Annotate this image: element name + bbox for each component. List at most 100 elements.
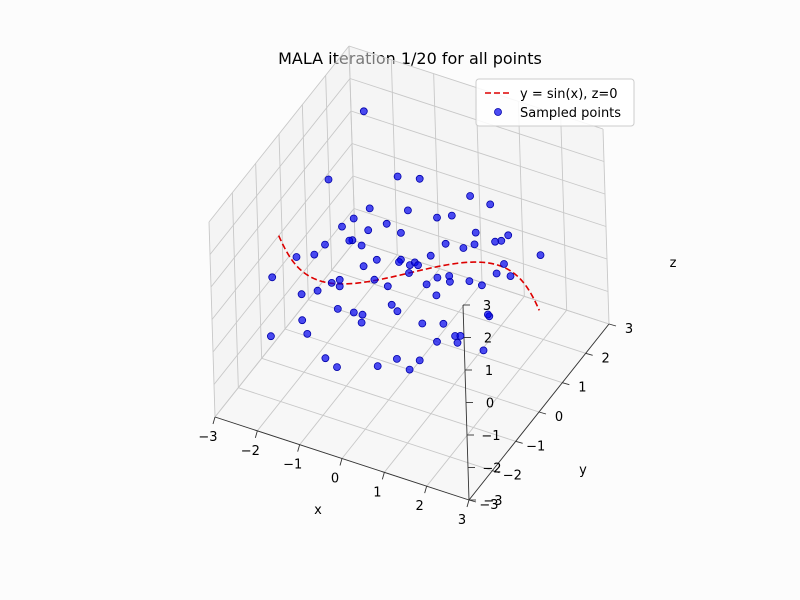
y-axis-label: y [579, 463, 587, 478]
sampled-point [358, 310, 367, 319]
sampled-point [500, 260, 508, 268]
sampled-point [333, 304, 342, 313]
sampled-point [405, 365, 414, 374]
z-tick-label: 1 [485, 364, 493, 379]
legend-scatter-swatch [494, 108, 502, 116]
sampled-point [393, 172, 402, 181]
x-tick [466, 499, 470, 508]
sampled-point [370, 275, 379, 284]
sampled-point [382, 219, 391, 228]
chart-title: MALA iteration 1/20 for all points [278, 49, 542, 68]
sampled-point [433, 213, 441, 222]
sampled-point [418, 319, 427, 328]
sampled-point [433, 273, 442, 282]
sampled-point [298, 316, 307, 325]
y-tick-label: 2 [602, 351, 610, 366]
z-tick-label: 3 [483, 299, 491, 314]
sampled-point [372, 255, 381, 264]
y-tick-label: −1 [526, 439, 545, 454]
plot-area [266, 107, 545, 374]
z-tick-label: 0 [486, 397, 494, 412]
sampled-point [392, 354, 401, 363]
y-tick-label: 1 [578, 381, 586, 396]
sampled-point [357, 241, 366, 250]
x-tick [424, 486, 428, 494]
sampled-point [324, 175, 333, 184]
sampled-point [268, 273, 277, 282]
sampled-point [422, 280, 431, 289]
sampled-point [266, 332, 275, 341]
sampled-point [357, 318, 366, 327]
sampled-point [453, 338, 462, 347]
sampled-point [403, 206, 412, 215]
sampled-point [470, 240, 479, 249]
legend-scatter-label: Sampled points [520, 106, 621, 121]
sampled-point [292, 253, 301, 261]
y-tick [608, 323, 617, 327]
x-tick [212, 416, 216, 425]
x-tick-label: −1 [283, 458, 302, 473]
x-tick [381, 472, 385, 480]
z-tick-label: −3 [483, 494, 502, 509]
sampled-point [297, 290, 306, 299]
z-tick-label: −1 [481, 429, 500, 444]
sampled-point [491, 237, 500, 246]
sampled-point [359, 262, 368, 271]
z-tick-label: −2 [482, 462, 501, 477]
x-tick [339, 458, 343, 466]
y-tick [492, 470, 500, 474]
x-tick-label: −3 [198, 430, 217, 445]
sampled-point [335, 275, 344, 284]
sampled-point [310, 250, 319, 259]
sampled-point [396, 228, 405, 237]
z-axis-label: z [670, 256, 677, 271]
sampled-point [486, 200, 495, 209]
legend-box [475, 78, 635, 127]
legend-line-label: y = sin(x), z=0 [520, 87, 618, 102]
sampled-point [364, 226, 373, 235]
sampled-point [441, 239, 450, 248]
left-wall-grid-z [209, 78, 351, 255]
z-tick-label: 2 [484, 332, 492, 347]
sampled-point [359, 107, 368, 116]
sampled-point [365, 204, 374, 213]
floor-grid-y [331, 269, 586, 354]
sampled-point [456, 331, 465, 340]
sampled-point [415, 174, 424, 183]
sampled-point [445, 272, 454, 280]
sampled-point [483, 310, 492, 319]
sampled-point [333, 363, 341, 372]
y-tick [515, 440, 523, 444]
x-tick-label: 3 [458, 513, 466, 528]
sampled-point [405, 269, 413, 277]
sampled-point [395, 258, 403, 266]
legend: y = sin(x), z=0 Sampled points [475, 78, 635, 127]
left-wall-grid-z [208, 45, 350, 223]
sampled-point [327, 278, 336, 287]
sampled-point [439, 319, 448, 328]
sampled-point [321, 240, 329, 249]
x-axis-label: x [314, 503, 322, 518]
sampled-point [477, 281, 486, 290]
back-wall-grid-x [602, 128, 610, 325]
x-tick [297, 444, 301, 452]
sampled-point [349, 308, 358, 317]
sampled-point [373, 362, 382, 371]
y-tick-label: −3 [479, 498, 498, 513]
sampled-point [414, 261, 422, 270]
sampled-point [471, 228, 480, 237]
y-tick [538, 411, 547, 415]
x-tick-label: −2 [241, 444, 260, 459]
sampled-point [387, 300, 396, 309]
sampled-point [321, 354, 330, 363]
y-tick [585, 352, 593, 356]
sampled-point [479, 346, 488, 355]
sampled-point [349, 214, 358, 223]
sampled-point [338, 222, 346, 231]
x-tick-label: 1 [373, 485, 381, 500]
left-wall-grid-y [348, 45, 356, 242]
sampled-point [313, 286, 322, 295]
y-tick-label: 0 [555, 410, 563, 425]
x-tick-label: 2 [416, 499, 424, 514]
